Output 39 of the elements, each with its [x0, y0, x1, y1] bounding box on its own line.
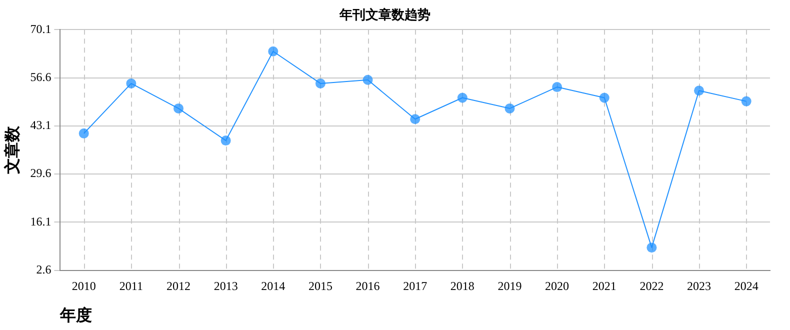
x-tick-label: 2016 — [356, 278, 380, 293]
point — [741, 96, 752, 106]
y-tick-label: 70.1 — [30, 22, 52, 36]
y-tick-label: 29.6 — [30, 166, 52, 180]
x-tick-label: 2023 — [687, 278, 712, 293]
point — [646, 242, 657, 253]
point — [220, 136, 231, 146]
point — [315, 78, 326, 88]
y-tick-label: 43.1 — [30, 118, 52, 132]
chart-title: 年刊文章数趋势 — [338, 7, 430, 22]
x-tick-label: 2017 — [403, 278, 428, 293]
point — [599, 92, 610, 103]
x-tick-label: 2019 — [498, 278, 522, 293]
point — [694, 86, 704, 96]
point — [78, 128, 89, 138]
point — [552, 82, 562, 92]
x-tick-label: 2018 — [450, 278, 474, 293]
point — [504, 103, 515, 114]
x-tick-label: 2013 — [214, 278, 238, 293]
y-tick-label: 2.6 — [36, 262, 52, 277]
point — [410, 114, 420, 124]
point — [268, 46, 278, 56]
x-axis-title: 年度 — [59, 306, 92, 325]
point — [457, 92, 468, 103]
x-tick-label: 2011 — [119, 278, 143, 293]
x-tick-label: 2021 — [592, 278, 616, 293]
x-tick-label: 2022 — [640, 278, 664, 293]
x-tick-label: 2014 — [261, 278, 286, 293]
point — [126, 78, 136, 88]
y-tick-label: 56.6 — [30, 70, 52, 84]
x-tick-label: 2024 — [734, 278, 758, 293]
x-tick-label: 2012 — [166, 278, 190, 293]
x-tick-label: 2020 — [545, 278, 570, 293]
x-tick-label: 2010 — [72, 278, 96, 293]
y-axis-title: 文章数 — [4, 125, 22, 175]
x-tick-label: 2015 — [308, 278, 332, 293]
point — [174, 103, 184, 114]
point — [362, 74, 373, 85]
y-tick-label: 16.1 — [30, 214, 52, 228]
